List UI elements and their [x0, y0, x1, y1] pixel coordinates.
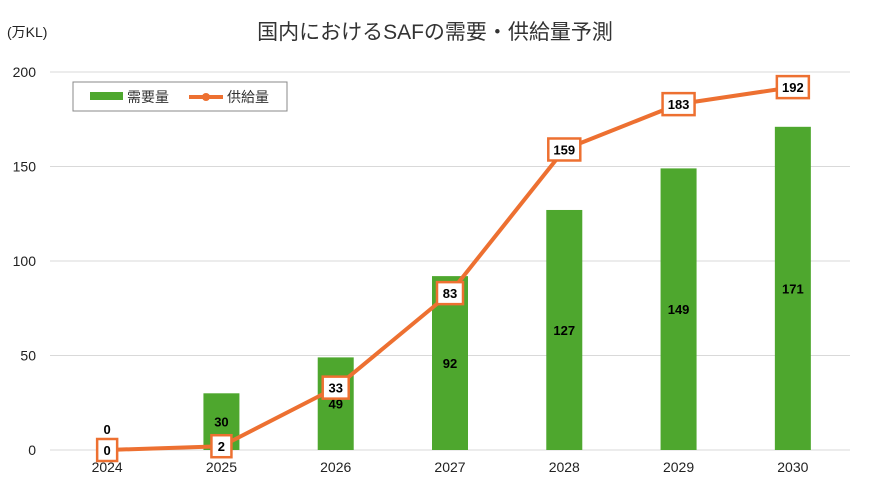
bar-data-label: 127	[553, 323, 575, 338]
gridlines	[50, 71, 850, 451]
y-tick-label: 100	[13, 253, 37, 269]
y-tick-label: 50	[20, 348, 36, 364]
line-data-label: 2	[218, 439, 225, 454]
x-tick-label: 2028	[549, 459, 580, 475]
legend-line-marker	[202, 93, 210, 101]
bar-data-label: 49	[328, 397, 342, 412]
bar-series: 0 30 49 92 127 149 171	[104, 126, 811, 450]
y-tick-label: 150	[13, 159, 37, 175]
x-tick-label: 2026	[320, 459, 351, 475]
bar-data-label: 149	[668, 302, 690, 317]
line-data-label-box	[775, 74, 811, 100]
line-data-label: 0	[104, 443, 111, 458]
y-tick-label: 0	[28, 442, 36, 458]
x-tick-label: 2027	[434, 459, 465, 475]
y-tick-label: 200	[13, 64, 37, 80]
line-data-label: 183	[668, 97, 690, 112]
bar	[317, 357, 354, 450]
legend-label-demand: 需要量	[127, 89, 169, 105]
x-tick-label: 2025	[206, 459, 237, 475]
x-tick-label: 2024	[92, 459, 123, 475]
line-series: 0 2 33 83 159 183 192	[95, 74, 811, 463]
bar-data-label: 92	[443, 356, 457, 371]
y-axis-unit-label: (万KL)	[7, 24, 47, 40]
bar	[546, 209, 583, 450]
line-data-label-box	[95, 437, 119, 463]
chart-title: 国内におけるSAFの需要・供給量予測	[257, 21, 613, 44]
bar	[774, 126, 811, 450]
x-axis-ticks: 2024 2025 2026 2027 2028 2029 2030	[92, 459, 809, 475]
line-data-label-box	[210, 433, 233, 459]
bar	[660, 168, 697, 450]
x-tick-label: 2030	[777, 459, 808, 475]
line-data-label: 192	[782, 80, 804, 95]
bar-data-label: 30	[214, 415, 228, 430]
y-axis-ticks: 0 50 100 150 200	[13, 64, 37, 458]
line-data-label-box	[661, 91, 696, 117]
x-tick-label: 2029	[663, 459, 694, 475]
line-data-label: 159	[553, 142, 575, 157]
legend: 需要量 供給量	[72, 81, 288, 112]
line-data-label-box	[435, 280, 465, 306]
line-data-label: 33	[328, 381, 342, 396]
legend-label-supply: 供給量	[227, 89, 269, 105]
line-data-label-box	[321, 375, 350, 400]
bar-data-label: 171	[782, 281, 804, 296]
line-data-label: 83	[443, 286, 457, 301]
legend-bar-swatch	[90, 92, 123, 100]
line-data-label-box	[547, 137, 582, 162]
bar-data-label: 0	[104, 422, 111, 437]
